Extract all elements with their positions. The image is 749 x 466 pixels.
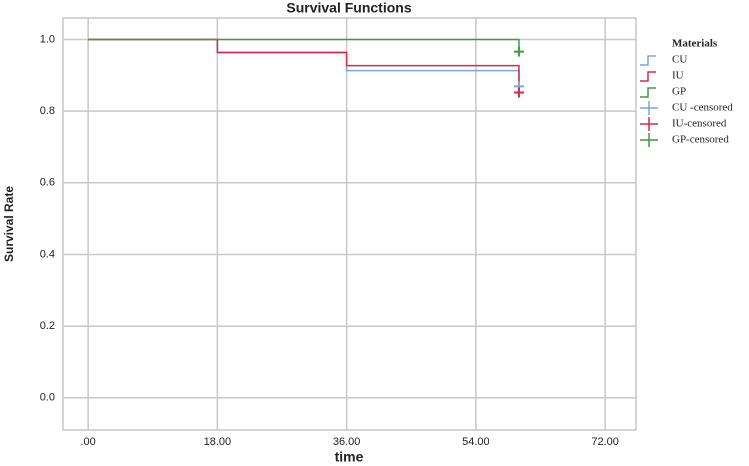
chart-title: Survival Functions [286,0,411,16]
legend-label: CU -censored [672,102,733,114]
y-tick-label: 0.0 [40,392,55,404]
legend-swatch [640,101,658,115]
legend-swatch [640,55,656,66]
legend-title: Materials [672,38,718,50]
plot-area [62,17,637,431]
survival-line [88,38,520,52]
legend-swatch [640,117,658,131]
legend-swatch [640,71,656,82]
legend-swatch [640,87,656,98]
legend-label: IU-censored [672,118,727,130]
x-tick-label: 72.00 [591,436,619,448]
x-tick-label: 36.00 [333,436,361,448]
legend-label: CU [672,54,687,66]
y-axis-label: Survival Rate [2,186,16,262]
legend-label: IU [672,70,684,82]
x-tick-label: 18.00 [204,436,232,448]
legend-label: GP [672,86,686,98]
legend: Materials CU IU GP CU -censored IU-censored G… [640,38,733,147]
legend-label: GP-censored [672,134,729,146]
legend-swatch [640,133,658,147]
x-axis-label: time [335,449,364,465]
censored-marker [513,46,524,57]
y-tick-label: 0.2 [40,320,55,332]
y-tick-label: 0.4 [40,248,55,260]
y-tick-label: 0.6 [40,177,55,189]
y-tick-label: 1.0 [40,33,55,45]
censored-marker [513,87,524,98]
x-tick-label: 54.00 [462,436,490,448]
x-tick-label: .00 [80,436,95,448]
y-tick-label: 0.8 [40,105,55,117]
